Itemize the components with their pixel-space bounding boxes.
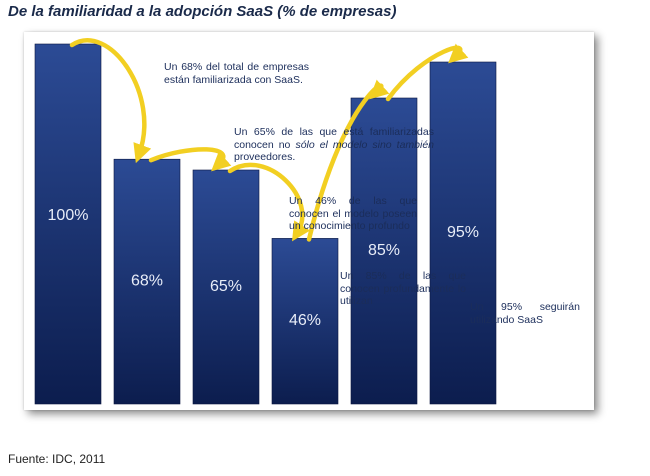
annotation-arrow-3 [306, 79, 390, 242]
bar-1 [113, 158, 181, 405]
annotation-3: Un 85% de las que conocen profundamente … [340, 270, 466, 307]
annotation-1-part-a: Un 65% de las que está familiarizadas co… [234, 126, 434, 151]
bar-value-label-5: 95% [447, 224, 479, 241]
bar-value-label-2: 65% [210, 278, 242, 295]
bar-5 [429, 61, 497, 405]
bar-value-label-1: 68% [131, 273, 163, 290]
bar-value-label-3: 46% [289, 312, 321, 329]
annotation-arrow-1 [148, 147, 232, 172]
chart-title: De la familiaridad a la adopción SaaS (%… [8, 3, 397, 20]
bar-chart: 100% 68% 65% 46% 85% 95% [34, 38, 497, 405]
annotation-1-part-c: proveedores. [234, 151, 296, 163]
annotation-0: Un 68% del total de empresas están famil… [164, 61, 309, 86]
source-note: Fuente: IDC, 2011 [8, 452, 106, 466]
bar-value-label-0: 100% [48, 207, 89, 224]
annotation-arrow-2 [227, 162, 311, 242]
annotation-1: Un 65% de las que está familiarizadas co… [234, 126, 434, 164]
annotation-1-part-b: sólo el modelo sino también [295, 138, 435, 151]
chart-frame: 100% 68% 65% 46% 85% 95% Un 68% del total de … [24, 32, 594, 410]
bar-value-label-4: 85% [368, 242, 400, 259]
annotation-arrow-0 [69, 38, 152, 164]
bar-3 [271, 238, 339, 405]
bar-0 [34, 43, 102, 405]
bar-4 [350, 97, 418, 405]
annotation-4: Un 95% seguirán utilizando SaaS [470, 301, 580, 326]
annotation-2: Un 46% de las que conocen el modelo pose… [289, 195, 417, 232]
annotation-arrow-4 [385, 43, 469, 102]
